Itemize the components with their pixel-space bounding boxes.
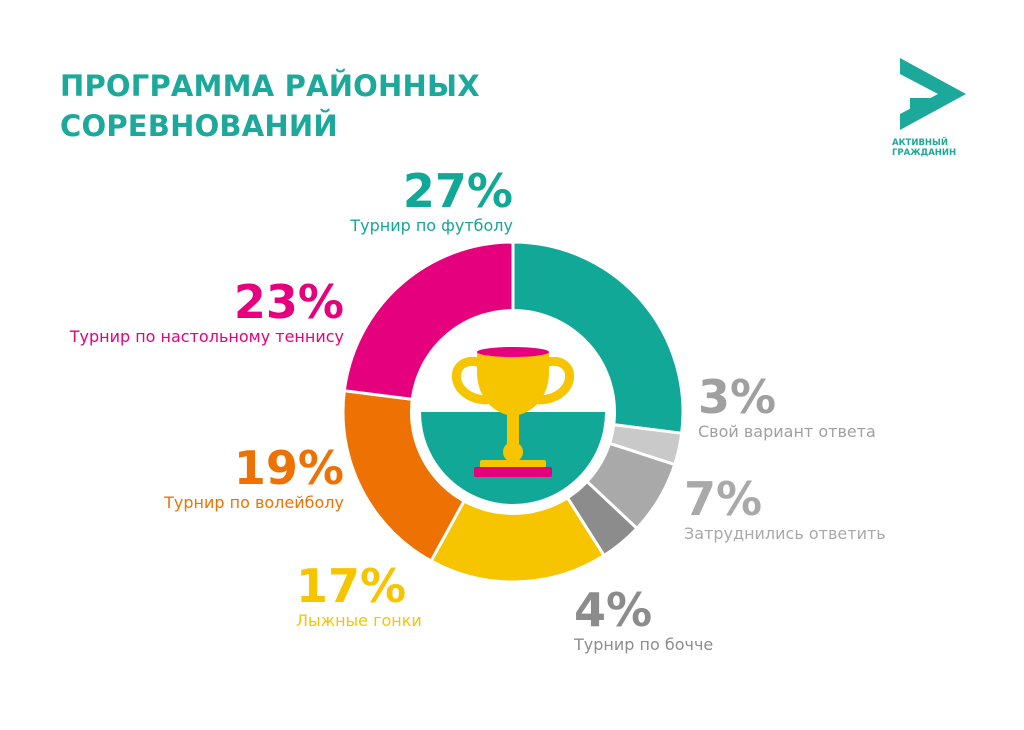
label-own-answer: 3% Свой вариант ответа bbox=[698, 372, 876, 442]
pct-table-tennis: 23% bbox=[233, 275, 344, 329]
label-bocce: 4% Турнир по бочче bbox=[574, 585, 713, 655]
label-football: 27% Турнир по футболу bbox=[350, 166, 513, 236]
logo-a-icon bbox=[900, 58, 966, 130]
chart-slices bbox=[341, 240, 685, 584]
pct-own-answer: 3% bbox=[698, 370, 777, 424]
label-volleyball: 19% Турнир по волейболу bbox=[164, 443, 344, 513]
name-own-answer: Свой вариант ответа bbox=[698, 422, 876, 441]
pct-undecided: 7% bbox=[684, 472, 763, 526]
name-table-tennis: Турнир по настольному теннису bbox=[69, 327, 344, 346]
name-undecided: Затруднились ответить bbox=[684, 524, 886, 543]
title-line-2: СОРЕВНОВАНИЙ bbox=[60, 109, 338, 143]
name-bocce: Турнир по бочче bbox=[574, 635, 714, 654]
trophy-icon bbox=[421, 320, 605, 504]
name-skiing: Лыжные гонки bbox=[296, 611, 422, 630]
title-line-1: ПРОГРАММА РАЙОННЫХ bbox=[60, 69, 480, 103]
logo-line-1: АКТИВНЫЙ bbox=[892, 138, 948, 148]
label-table-tennis: 23% Турнир по настольному теннису bbox=[70, 277, 344, 347]
name-volleyball: Турнир по волейболу bbox=[164, 493, 344, 512]
pct-skiing: 17% bbox=[296, 559, 407, 613]
pct-bocce: 4% bbox=[574, 583, 653, 637]
logo-text: АКТИВНЫЙ ГРАЖДАНИН bbox=[892, 138, 988, 158]
pct-football: 27% bbox=[402, 164, 513, 218]
label-skiing: 17% Лыжные гонки bbox=[296, 561, 422, 631]
page-title: ПРОГРАММА РАЙОННЫХ СОРЕВНОВАНИЙ bbox=[60, 66, 580, 146]
logo-line-2: ГРАЖДАНИН bbox=[892, 148, 957, 158]
name-football: Турнир по футболу bbox=[350, 216, 513, 235]
logo: АКТИВНЫЙ ГРАЖДАНИН bbox=[890, 58, 990, 158]
pct-volleyball: 19% bbox=[233, 441, 344, 495]
label-undecided: 7% Затруднились ответить bbox=[684, 474, 886, 544]
